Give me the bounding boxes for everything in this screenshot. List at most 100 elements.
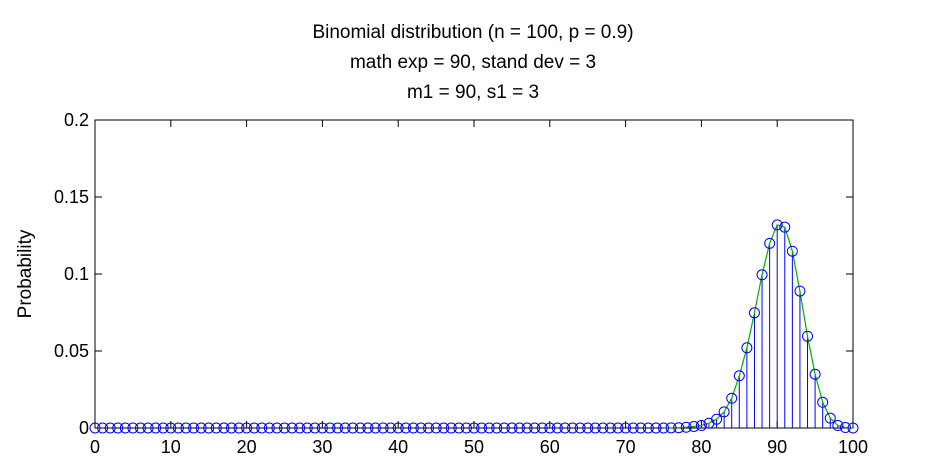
data-point-marker — [817, 396, 829, 408]
data-point-marker — [574, 422, 586, 434]
x-tick-label: 90 — [767, 437, 787, 457]
data-point-marker — [513, 422, 525, 434]
data-point-marker — [316, 422, 328, 434]
data-point-marker — [718, 406, 730, 418]
y-tick-label: 0.05 — [54, 341, 89, 361]
data-point-marker — [279, 422, 290, 434]
data-point-marker — [764, 237, 776, 249]
data-point-marker — [263, 422, 275, 434]
data-point-marker — [468, 422, 480, 434]
data-point-marker — [673, 422, 685, 434]
data-point-marker — [104, 422, 116, 434]
data-point-marker — [551, 422, 563, 434]
data-point-marker — [491, 422, 503, 434]
data-point-marker — [188, 422, 200, 434]
data-point-marker — [460, 422, 472, 434]
data-point-marker — [453, 422, 465, 434]
data-point-marker — [756, 269, 768, 281]
data-point-marker — [476, 422, 488, 434]
data-point-marker — [839, 422, 851, 434]
data-point-marker — [218, 422, 230, 434]
plot-area: 0 10 20 30 40 50 60 70 80 90 100 0 0.05 0.1 0.15 0.2 — [54, 110, 868, 457]
data-point-marker — [377, 422, 389, 434]
data-point-marker — [688, 420, 700, 432]
data-point-marker — [748, 307, 760, 319]
data-point-marker — [529, 422, 541, 434]
x-tick-label: 100 — [838, 437, 868, 457]
data-point-marker — [536, 422, 548, 434]
data-point-marker — [400, 422, 412, 434]
data-point-marker — [210, 422, 222, 434]
data-point-marker — [385, 422, 397, 434]
data-point-marker — [695, 420, 707, 432]
data-point-marker — [286, 422, 298, 434]
x-tick-label: 10 — [161, 437, 181, 457]
x-tick-label: 40 — [388, 437, 408, 457]
data-point-marker — [248, 422, 260, 434]
data-point-marker — [332, 422, 344, 434]
data-point-marker — [589, 422, 601, 434]
data-point-marker — [392, 422, 404, 434]
data-point-marker — [142, 422, 154, 434]
data-point-marker — [604, 422, 616, 434]
data-point-marker — [726, 392, 738, 404]
data-point-marker — [172, 422, 184, 434]
data-point-marker — [620, 422, 632, 434]
data-point-marker — [483, 422, 495, 434]
data-point-marker — [362, 422, 374, 434]
y-axis-label: Probability — [15, 229, 36, 318]
data-point-marker — [597, 422, 609, 434]
chart-title-line-2: math exp = 90, stand dev = 3 — [350, 52, 596, 73]
data-point-marker — [582, 422, 594, 434]
data-point-marker — [430, 422, 442, 434]
data-point-marker — [165, 422, 177, 434]
data-point-marker — [195, 422, 207, 434]
data-point-marker — [256, 422, 268, 434]
y-tick-label: 0.2 — [64, 110, 89, 130]
data-point-marker — [650, 422, 662, 434]
data-point-marker — [134, 422, 146, 434]
data-point-marker — [339, 422, 351, 434]
data-point-marker — [498, 422, 510, 434]
data-point-marker — [415, 422, 427, 434]
data-point-marker — [324, 422, 336, 434]
data-point-marker — [779, 221, 791, 233]
data-point-marker — [438, 422, 450, 434]
y-tick-label: 0.1 — [64, 264, 89, 284]
y-tick-label: 0.15 — [54, 187, 89, 207]
data-point-marker — [612, 422, 624, 434]
data-point-marker — [369, 422, 381, 434]
data-point-marker — [635, 422, 647, 434]
chart-title-line-3: m1 = 90, s1 = 3 — [407, 82, 539, 103]
data-point-marker — [423, 422, 435, 434]
data-point-marker — [89, 422, 101, 434]
data-point-marker — [832, 420, 844, 432]
data-point-marker — [225, 422, 237, 434]
x-tick-label: 60 — [540, 437, 560, 457]
data-point-marker — [711, 413, 723, 425]
data-point-marker — [112, 422, 124, 434]
data-point-marker — [506, 422, 518, 434]
data-point-marker — [544, 422, 556, 434]
data-point-marker — [294, 422, 306, 434]
data-point-marker — [157, 422, 169, 434]
x-tick-label: 0 — [90, 437, 100, 457]
data-point-marker — [847, 422, 859, 434]
data-point-marker — [521, 422, 533, 434]
data-point-marker — [741, 342, 753, 354]
data-point-marker — [150, 422, 162, 434]
data-point-marker — [241, 422, 253, 434]
data-point-marker — [567, 422, 579, 434]
data-point-marker — [642, 422, 654, 434]
data-point-marker — [180, 422, 192, 434]
data-point-marker — [809, 368, 821, 380]
data-point-marker — [665, 422, 677, 434]
x-tick-label: 70 — [616, 437, 636, 457]
data-point-marker — [233, 422, 245, 434]
data-point-marker — [407, 422, 419, 434]
data-point-marker — [127, 422, 139, 434]
data-point-marker — [203, 422, 215, 434]
chart-title-line-1: Binomial distribution (n = 100, p = 0.9) — [312, 22, 633, 43]
data-point-marker — [559, 422, 571, 434]
x-tick-label: 80 — [691, 437, 711, 457]
